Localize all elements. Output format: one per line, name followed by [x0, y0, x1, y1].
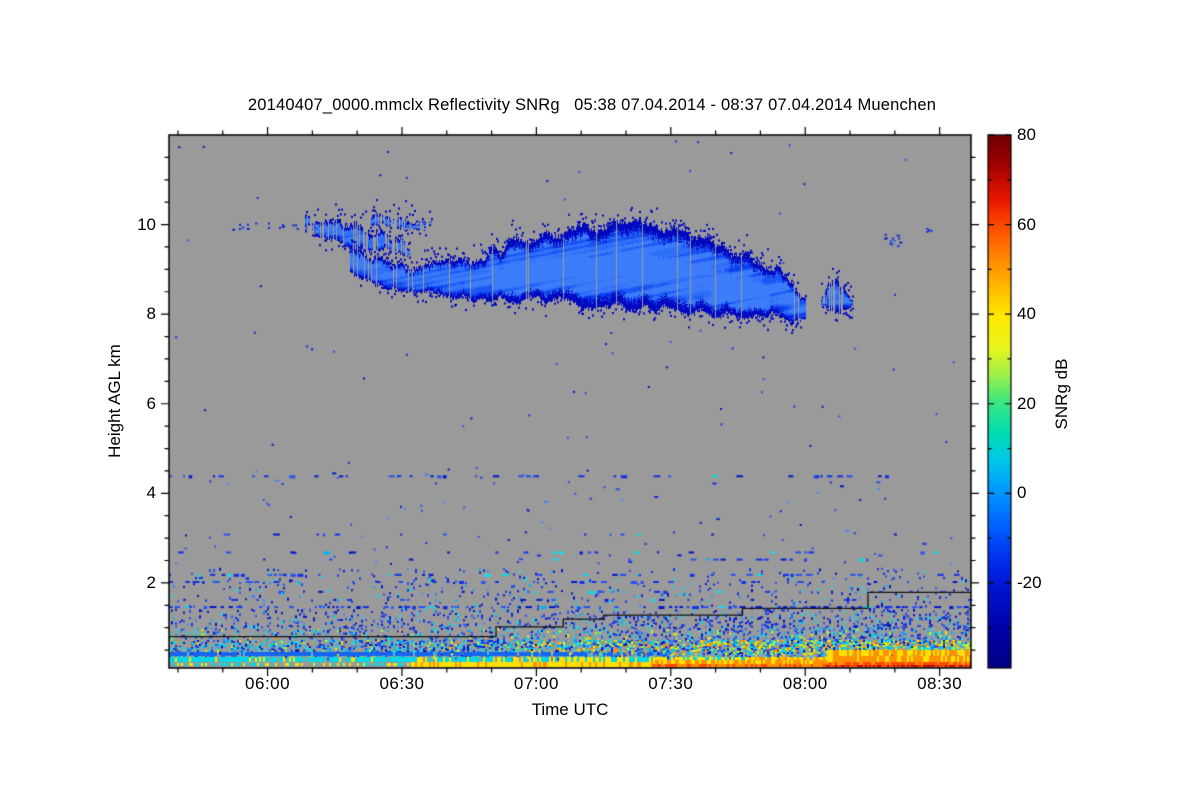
y-tick-label: 10: [137, 214, 156, 234]
y-tick-label: 8: [146, 304, 156, 324]
y-tick-label: 4: [146, 483, 156, 503]
y-tick-label: 6: [146, 393, 156, 413]
colorbar-tick-label: 0: [1017, 483, 1027, 503]
x-tick-label: 06:30: [379, 674, 425, 693]
colorbar-tick-label: 40: [1017, 304, 1036, 324]
x-tick-label: 08:00: [782, 674, 828, 693]
x-tick-label: 06:00: [245, 674, 291, 693]
colorbar-title: SNRg dB: [1052, 358, 1071, 430]
x-tick-label: 08:30: [917, 674, 963, 693]
colorbar-tick-label: -20: [1017, 572, 1042, 592]
x-tick-label: 07:00: [513, 674, 559, 693]
x-tick-label: 07:30: [648, 674, 694, 693]
colorbar-tick-label: 60: [1017, 214, 1036, 234]
y-tick-label: 2: [146, 572, 156, 592]
x-axis-title: Time UTC: [531, 700, 609, 719]
chart-title: 20140407_0000.mmclx Reflectivity SNRg 05…: [247, 96, 937, 114]
colorbar-tick-label: 20: [1017, 393, 1036, 413]
colorbar-tick-label: 80: [1017, 125, 1036, 144]
